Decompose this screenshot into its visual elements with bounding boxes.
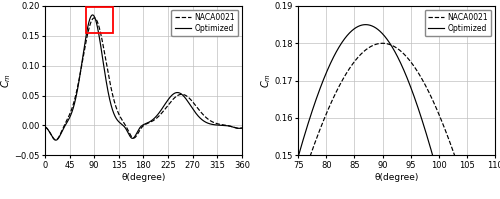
Optimized (52, 139, 58, 141)
NACA0021 (234, 127, 239, 129)
Optimized (412, 100, 418, 102)
Optimized (132, 134, 138, 136)
NACA0021 (389, 44, 395, 47)
Optimized (295, 156, 301, 158)
Line: NACA0021: NACA0021 (298, 43, 495, 199)
NACA0021 (52, 139, 59, 141)
Y-axis label: $C_m$: $C_m$ (0, 73, 12, 88)
X-axis label: θ(degree): θ(degree) (374, 173, 419, 181)
Legend: NACA0021, Optimized: NACA0021, Optimized (172, 10, 238, 36)
NACA0021 (295, 191, 301, 193)
Optimized (362, 23, 368, 26)
Optimized (90, 14, 96, 16)
NACA0021 (91, 17, 97, 19)
NACA0021 (42, 126, 48, 128)
Optimized (138, 125, 144, 128)
Optimized (390, 48, 396, 50)
NACA0021 (197, 110, 203, 112)
NACA0021 (412, 68, 418, 70)
Bar (86, 7, 114, 33)
Optimized (402, 72, 408, 74)
Line: NACA0021: NACA0021 (45, 18, 242, 140)
Y-axis label: $C_m$: $C_m$ (259, 73, 272, 88)
NACA0021 (138, 127, 144, 130)
NACA0021 (457, 170, 463, 172)
NACA0021 (239, 127, 245, 129)
Optimized (234, 127, 239, 129)
Optimized (389, 46, 395, 48)
NACA0021 (380, 42, 386, 45)
NACA0021 (402, 54, 408, 56)
NACA0021 (132, 136, 138, 138)
NACA0021 (390, 45, 396, 47)
Optimized (239, 127, 245, 129)
Line: Optimized: Optimized (45, 15, 242, 140)
Line: Optimized: Optimized (298, 25, 495, 199)
Legend: NACA0021, Optimized: NACA0021, Optimized (424, 10, 491, 36)
Optimized (42, 126, 48, 128)
NACA0021 (234, 127, 239, 129)
NACA0021 (52, 139, 58, 141)
X-axis label: θ(degree): θ(degree) (121, 173, 166, 181)
Optimized (53, 139, 59, 141)
Optimized (197, 117, 203, 119)
Optimized (234, 127, 239, 129)
